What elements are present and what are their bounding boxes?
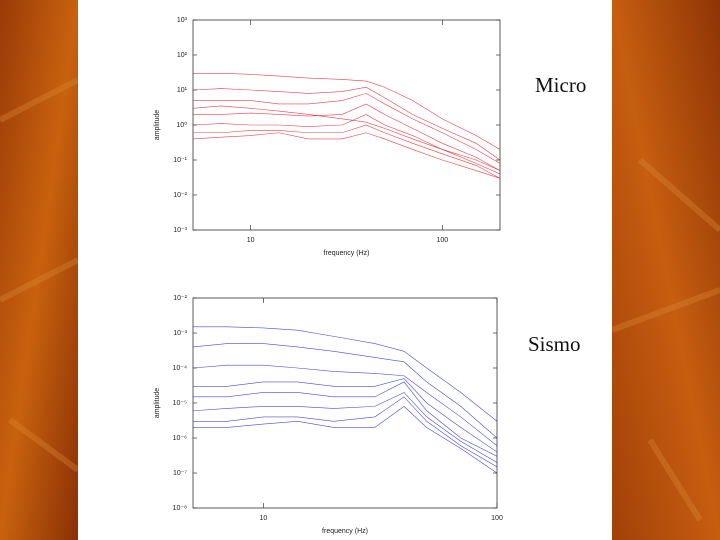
spectrum-curve bbox=[193, 381, 497, 457]
y-tick-label: 10⁻⁷ bbox=[173, 470, 187, 477]
spectrum-curve bbox=[193, 343, 497, 439]
spectrum-curve bbox=[193, 396, 497, 468]
y-tick-label: 10⁻³ bbox=[173, 227, 187, 234]
background-left bbox=[0, 0, 78, 540]
spectrum-curve bbox=[193, 326, 497, 422]
spectrum-curve bbox=[193, 93, 500, 164]
y-tick-label: 10² bbox=[177, 52, 188, 59]
x-tick-label: 10 bbox=[259, 515, 267, 522]
y-tick-label: 10⁻¹ bbox=[173, 157, 187, 164]
y-tick-label: 10⁻² bbox=[173, 295, 187, 302]
spectrum-curve bbox=[193, 364, 497, 446]
y-tick-label: 10⁻⁴ bbox=[173, 365, 188, 372]
y-tick-label: 10⁰ bbox=[176, 121, 187, 129]
spectrum-curve bbox=[193, 103, 500, 171]
x-axis-title: frequency (Hz) bbox=[322, 528, 368, 535]
background-streaks bbox=[0, 77, 720, 522]
plot-area bbox=[193, 326, 497, 474]
spectrum-curve bbox=[193, 406, 497, 474]
chart-annotation: Sismo bbox=[528, 332, 581, 356]
y-tick-label: 10⁻⁶ bbox=[173, 435, 187, 442]
spectrum-curve bbox=[193, 124, 500, 179]
spectrum-curve bbox=[193, 392, 497, 463]
spectrum-curve bbox=[193, 86, 500, 161]
y-tick-label: 10⁻³ bbox=[173, 330, 187, 337]
chart: 10³ 10² 10¹ 10⁰ 10⁻¹ 10⁻² 10⁻³ 10 100 frequency (… bbox=[154, 17, 586, 257]
spectrum-curve bbox=[193, 114, 500, 175]
x-axis-title: frequency (Hz) bbox=[324, 250, 370, 257]
x-tick-label: 10 bbox=[247, 237, 255, 244]
spectrum-curve bbox=[193, 73, 500, 150]
y-tick-label: 10⁻² bbox=[173, 192, 187, 199]
x-tick-label: 100 bbox=[436, 237, 448, 244]
x-tick-label: 100 bbox=[491, 515, 503, 522]
plot-area bbox=[193, 73, 500, 179]
spectrum-curve bbox=[193, 105, 500, 171]
spectrum-curve bbox=[193, 378, 497, 453]
background-right bbox=[612, 0, 720, 540]
content-panel bbox=[78, 0, 612, 540]
y-tick-label: 10⁻⁵ bbox=[173, 400, 187, 407]
y-tick-label: 10¹ bbox=[177, 87, 188, 94]
y-axis-title: amplitude bbox=[154, 388, 161, 418]
y-tick-label: 10⁻⁸ bbox=[173, 505, 187, 512]
chart-annotation: Micro bbox=[535, 73, 586, 97]
y-axis-title: amplitude bbox=[154, 110, 161, 140]
chart: 10⁻² 10⁻³ 10⁻⁴ 10⁻⁵ 10⁻⁶ 10⁻⁷ 10⁻⁸ 10 100 frequen… bbox=[154, 295, 581, 535]
y-tick-label: 10³ bbox=[177, 17, 188, 24]
spectrum-curve bbox=[193, 132, 500, 179]
